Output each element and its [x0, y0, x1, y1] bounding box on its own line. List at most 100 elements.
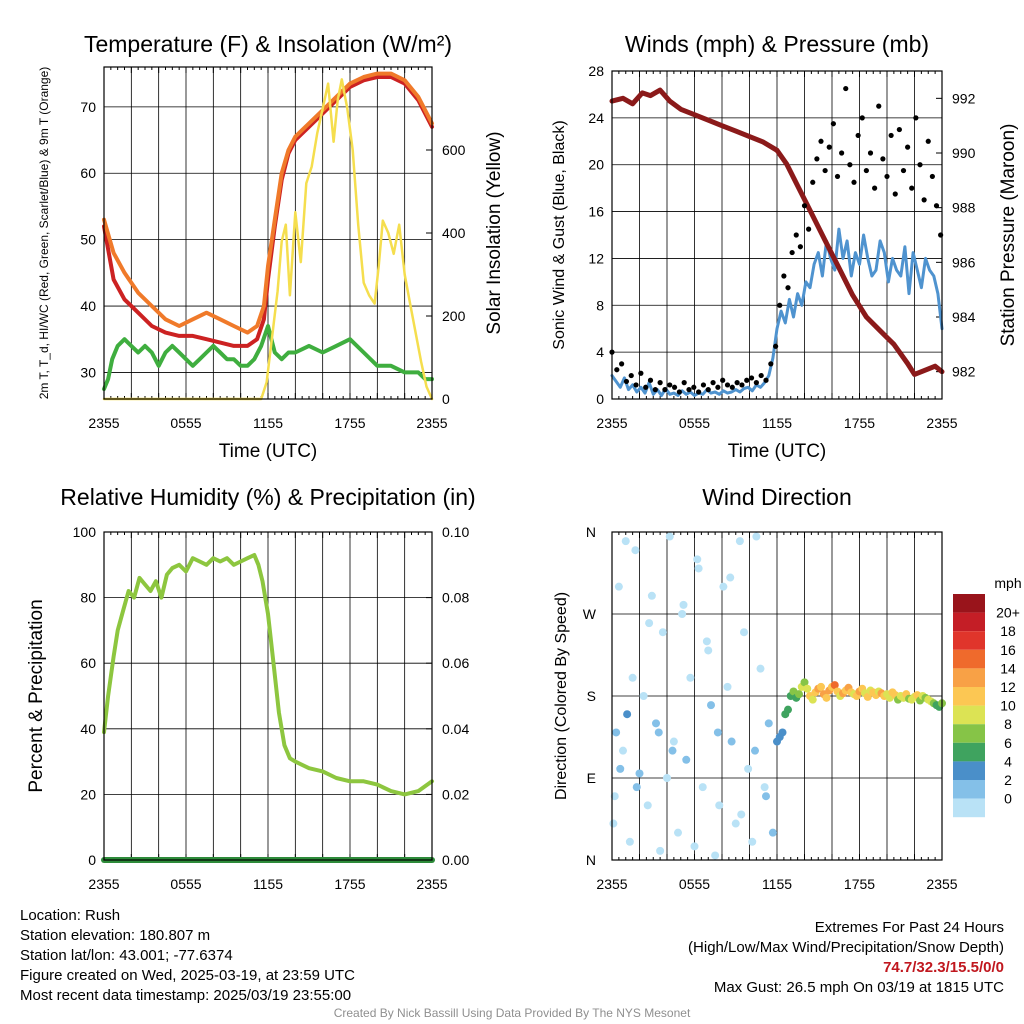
x-axis-label: Time (UTC) [728, 441, 827, 462]
direction-point [737, 810, 746, 819]
gust-point [863, 167, 869, 174]
gust-point [768, 361, 774, 367]
y-tick-label: 0 [596, 391, 604, 407]
y-tick-label: N [586, 852, 596, 868]
x-tick-label: 1155 [253, 876, 283, 892]
direction-point [669, 737, 678, 746]
gust-point [810, 179, 816, 185]
x-tick-label: 1155 [253, 415, 283, 431]
y-tick-label: 24 [588, 110, 604, 126]
gust-point [619, 361, 625, 367]
direction-point [665, 532, 674, 541]
direction-point [625, 837, 634, 846]
direction-point [752, 532, 761, 541]
gust-point [667, 382, 673, 388]
x-tick-label: 0555 [170, 876, 201, 892]
gust-point [896, 126, 902, 133]
extremes-values: 74.7/32.3/15.5/0/0 [883, 959, 1004, 976]
direction-point [658, 628, 667, 637]
gust-point [880, 156, 886, 162]
gust-point [744, 377, 750, 383]
colorbar-label: 2 [1004, 772, 1012, 788]
extremes-heading: Extremes For Past 24 Hours [814, 919, 1004, 936]
direction-point [723, 682, 732, 691]
direction-point [762, 792, 770, 801]
y2-tick-label: 986 [952, 254, 976, 270]
y2-tick-label: 0.02 [442, 786, 469, 802]
gust-point [773, 343, 779, 349]
y2-tick-label: 988 [952, 200, 976, 216]
gust-point [614, 367, 620, 373]
direction-point [645, 619, 654, 628]
direction-point [715, 801, 724, 810]
colorbar-label: 10 [1000, 698, 1016, 714]
gust-point [657, 380, 663, 386]
direction-point [679, 600, 688, 609]
direction-point [631, 546, 640, 555]
y-tick-label: 0 [88, 852, 96, 868]
direction-point [686, 673, 695, 682]
gust-point [826, 144, 832, 150]
gust-point [839, 150, 845, 156]
y-tick-label: N [586, 524, 596, 540]
colorbar-swatch [953, 780, 985, 799]
colorbar-label: 12 [1000, 679, 1016, 695]
y2-tick-label: 400 [442, 225, 466, 241]
gust-point [884, 173, 890, 180]
gust-point [643, 384, 649, 390]
y2-tick-label: 984 [952, 309, 976, 325]
y-tick-label: 4 [596, 344, 604, 360]
direction-point [756, 664, 765, 673]
x-tick-label: 2355 [596, 876, 627, 892]
credit-footer: Created By Nick Bassill Using Data Provi… [333, 1006, 691, 1020]
direction-point [800, 678, 809, 687]
y2-tick-label: 992 [952, 90, 976, 106]
gust-point [872, 185, 878, 191]
gust-point [888, 132, 894, 139]
gust-point [801, 203, 808, 209]
direction-point [863, 692, 872, 701]
gust-point [855, 132, 861, 139]
colorbar-swatch [953, 761, 985, 780]
colorbar-swatch [953, 631, 985, 650]
direction-point [674, 828, 682, 837]
colorbar-swatch [953, 705, 985, 725]
direction-point [704, 646, 713, 655]
direction-point [623, 710, 632, 719]
max-gust-label: Max Gust: 26.5 mph On 03/19 at 1815 UTC [713, 979, 1004, 996]
gust-point [700, 382, 707, 388]
direction-point [690, 842, 699, 851]
extremes-info: Extremes For Past 24 Hours (High/Low/Max… [688, 918, 1004, 998]
y-tick-label: 16 [588, 204, 604, 220]
colorbar-swatch [953, 798, 985, 818]
y-axis-label: Percent & Precipitation [26, 599, 47, 792]
gust-point [691, 384, 697, 390]
gust-point [830, 121, 836, 127]
location-label: Location: Rush [20, 907, 121, 924]
x-tick-label: 2355 [926, 415, 957, 431]
colorbar-swatch [953, 742, 985, 762]
gust-point [720, 377, 726, 383]
gust-point [753, 380, 759, 386]
direction-point [795, 690, 803, 699]
y-axis-label: Direction (Colored By Speed) [553, 592, 570, 800]
elevation-label: Station elevation: 180.807 m [20, 927, 211, 944]
gust-point [892, 191, 898, 197]
colorbar-swatch [953, 687, 985, 706]
x-tick-label: 1155 [762, 876, 792, 892]
direction-point [635, 769, 644, 778]
plot-border [611, 70, 943, 400]
latlon-label: Station lat/lon: 43.001; -77.6374 [20, 947, 233, 964]
y2-tick-label: 0.00 [442, 852, 469, 868]
direction-point [784, 705, 792, 714]
gust-point [921, 197, 927, 203]
y-tick-label: 60 [80, 165, 96, 181]
gust-point [696, 389, 702, 395]
colorbar-swatch [953, 612, 985, 632]
direction-point [639, 692, 648, 700]
y-tick-label: 20 [80, 786, 96, 802]
direction-point [768, 828, 777, 837]
x-tick-label: 1755 [844, 415, 875, 431]
y-tick-label: 40 [80, 721, 96, 737]
